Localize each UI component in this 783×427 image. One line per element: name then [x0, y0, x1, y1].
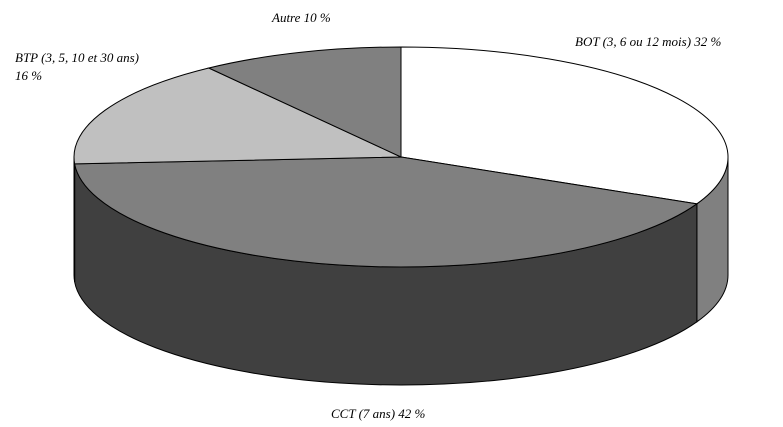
pie-side-btp	[73, 156, 76, 283]
slice-label-autre: Autre 10 %	[271, 10, 331, 25]
pie-slice-cct	[74, 156, 699, 268]
pie-slice-autre	[207, 46, 402, 158]
slice-label-bot: BOT (3, 6 ou 12 mois) 32 %	[575, 34, 722, 49]
slice-label-btp: BTP (3, 5, 10 et 30 ans)	[15, 50, 139, 65]
slice-label-cct: CCT (7 ans) 42 %	[331, 406, 426, 421]
pie-slice-bot	[400, 46, 729, 205]
slice-label-btp-pct: 16 %	[15, 68, 42, 83]
pie-top-slices	[73, 46, 729, 268]
pie-slice-btp	[73, 67, 402, 165]
